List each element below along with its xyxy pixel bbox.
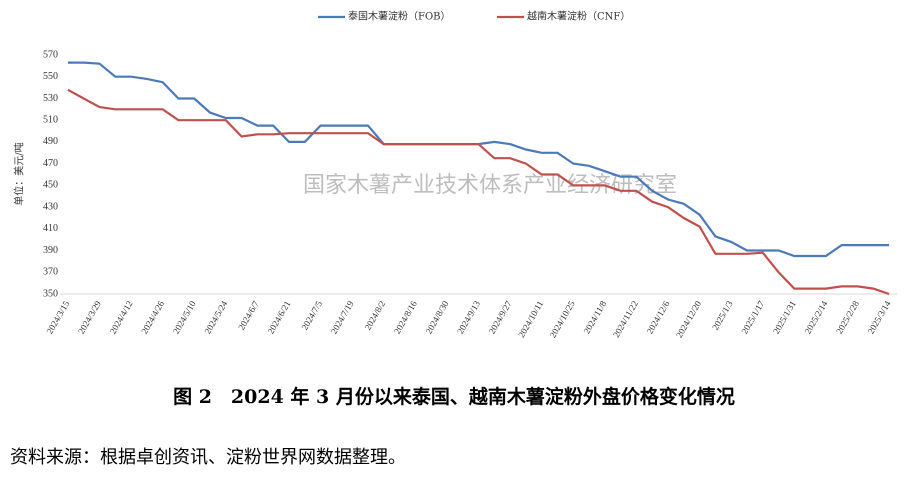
source-note: 资料来源：根据卓创资讯、淀粉世界网数据整理。 (10, 447, 406, 468)
x-tick-label: 2025/3/14 (866, 299, 893, 336)
y-tick-label: 370 (43, 267, 58, 278)
x-tick-label: 2024/11/8 (582, 299, 609, 336)
x-tick-label: 2025/1/3 (710, 299, 735, 332)
x-tick-label: 2024/3/15 (44, 299, 71, 336)
y-tick-label: 450 (43, 180, 58, 191)
x-tick-label: 2024/8/16 (392, 299, 419, 336)
y-tick-label: 530 (43, 93, 58, 104)
x-tick-label: 2024/12/6 (645, 299, 672, 336)
y-tick-label: 570 (43, 49, 58, 60)
legend-label: 越南木薯淀粉（CNF） (527, 10, 630, 23)
y-tick-label: 390 (43, 245, 58, 256)
y-tick-label: 550 (43, 71, 58, 82)
x-tick-label: 2024/4/26 (139, 299, 166, 336)
x-tick-label: 2025/1/31 (771, 299, 798, 336)
y-axis-label: 单位：美元/吨 (13, 142, 26, 205)
y-tick-label: 490 (43, 136, 58, 147)
x-tick-label: 2024/6/21 (266, 299, 293, 336)
series-line (67, 61, 890, 258)
y-tick-label: 470 (43, 158, 58, 169)
x-tick-label: 2024/7/5 (299, 299, 324, 332)
x-tick-label: 2024/8/30 (424, 299, 451, 336)
y-tick-label: 430 (43, 201, 58, 212)
x-tick-label: 2024/12/20 (674, 299, 703, 340)
x-tick-label: 2024/7/19 (329, 299, 356, 336)
x-tick-label: 2025/2/14 (803, 299, 830, 336)
x-tick-label: 2024/3/29 (76, 299, 103, 336)
x-tick-label: 2024/10/25 (548, 299, 577, 340)
x-tick-label: 2025/2/28 (834, 299, 861, 336)
chart-title: 图 2 2024 年 3 月份以来泰国、越南木薯淀粉外盘价格变化情况 (173, 385, 735, 408)
watermark: 国家木薯产业技术体系产业经济研究室 (303, 173, 677, 198)
x-tick-label: 2024/5/24 (202, 299, 229, 336)
x-tick-label: 2024/6/7 (236, 299, 261, 332)
x-tick-label: 2024/9/27 (487, 299, 514, 336)
y-tick-label: 510 (43, 114, 58, 125)
y-tick-label: 350 (43, 288, 58, 299)
legend-label: 泰国木薯淀粉（FOB） (348, 10, 451, 23)
y-tick-label: 410 (43, 223, 58, 234)
x-tick-label: 2024/8/2 (363, 299, 388, 332)
x-tick-label: 2024/5/10 (171, 299, 198, 336)
x-tick-label: 2024/10/11 (516, 299, 545, 339)
x-tick-label: 2024/4/12 (108, 299, 135, 336)
x-tick-label: 2025/1/17 (739, 299, 766, 336)
x-tick-label: 2024/9/13 (455, 299, 482, 336)
series-line (67, 88, 890, 296)
x-tick-label: 2024/11/22 (611, 299, 640, 339)
